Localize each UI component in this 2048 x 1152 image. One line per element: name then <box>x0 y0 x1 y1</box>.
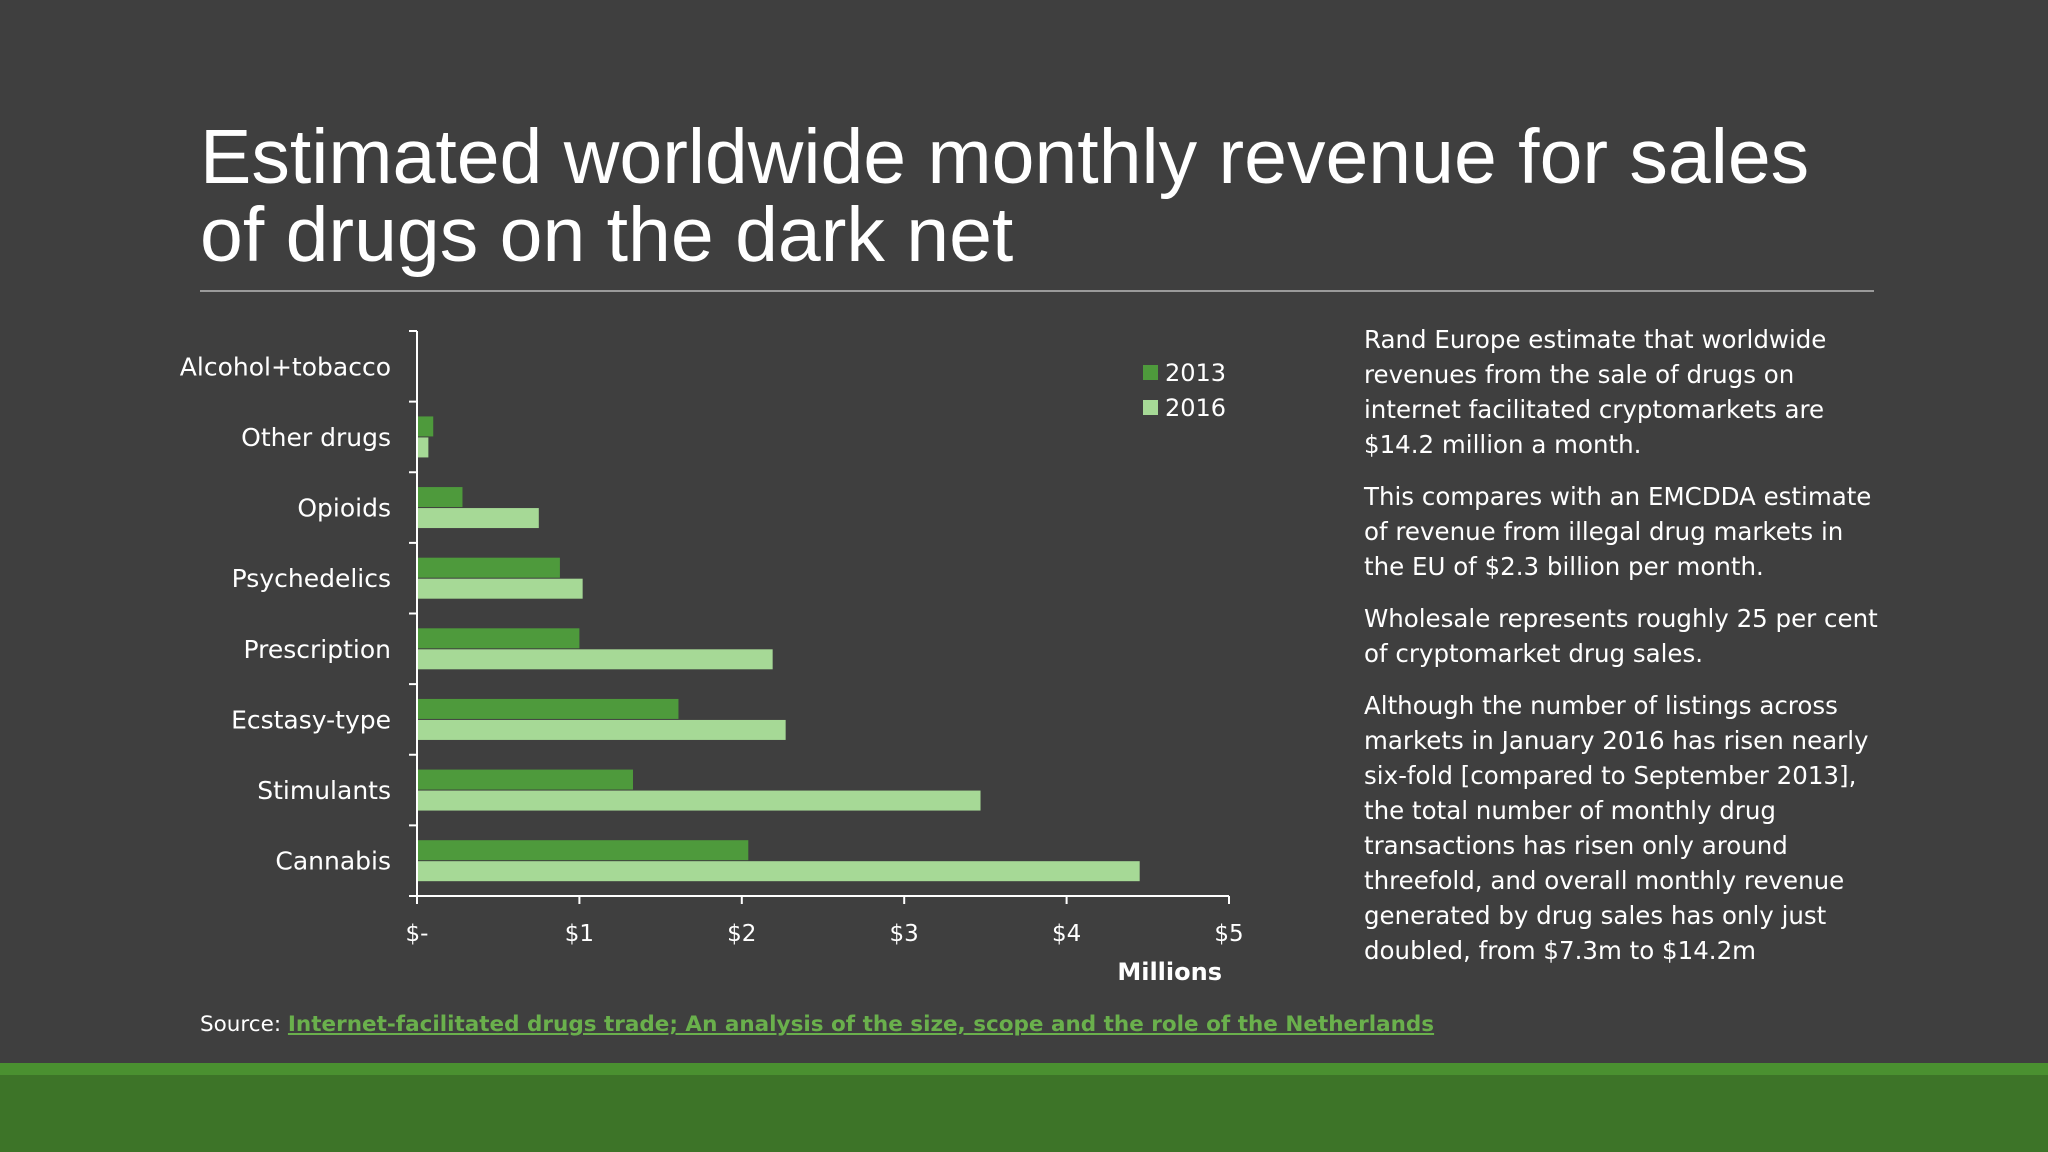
commentary-paragraph: Although the number of listings across m… <box>1364 691 1869 965</box>
chart-bars <box>417 416 1140 882</box>
bar-2016 <box>417 508 539 529</box>
chart-axes <box>409 330 1230 904</box>
slide-title: Estimated worldwide monthly revenue for … <box>200 114 1810 278</box>
bar-2016 <box>417 790 981 811</box>
source-link[interactable]: Internet-facilitated drugs trade; An ana… <box>287 1012 1435 1037</box>
bar-2013 <box>417 416 434 437</box>
legend-swatch-2016 <box>1143 400 1158 415</box>
chart-labels: Alcohol+tobacco Other drugs Opioids Psyched… <box>180 352 1244 986</box>
legend-swatch-2013 <box>1143 365 1158 380</box>
footer-band <box>0 1063 2048 1152</box>
bar-2016 <box>417 719 786 740</box>
commentary-paragraph: This compares with an EMCDDA estimate of… <box>1364 482 1872 581</box>
x-tick-label: $5 <box>1214 921 1243 947</box>
bar-2013 <box>417 487 463 508</box>
category-label: Psychedelics <box>232 564 391 593</box>
commentary-paragraph: Wholesale represents roughly 25 per cent… <box>1364 604 1878 668</box>
category-label: Prescription <box>244 635 392 664</box>
category-label: Cannabis <box>275 847 391 876</box>
bar-2013 <box>417 557 560 578</box>
x-tick-label: $2 <box>727 921 756 947</box>
commentary-panel: Rand Europe estimate that worldwide reve… <box>1364 322 1884 985</box>
x-tick-label: $1 <box>565 921 594 947</box>
category-label: Stimulants <box>257 776 391 805</box>
bar-2016 <box>417 437 429 458</box>
x-tick-label: $- <box>406 921 429 947</box>
bar-2013 <box>417 628 580 649</box>
category-label: Opioids <box>297 494 391 523</box>
bar-2016 <box>417 861 1140 882</box>
x-tick-label: $3 <box>890 921 919 947</box>
legend-label: 2013 <box>1165 359 1226 387</box>
x-axis-title: Millions <box>1117 958 1222 986</box>
bar-2013 <box>417 840 749 861</box>
bar-2016 <box>417 578 583 599</box>
bar-2013 <box>417 698 679 719</box>
source-citation: Source: Internet-facilitated drugs trade… <box>200 1012 1434 1037</box>
bar-chart: Alcohol+tobacco Other drugs Opioids Psyched… <box>180 330 1244 986</box>
x-tick-label: $4 <box>1052 921 1081 947</box>
commentary-paragraph: Rand Europe estimate that worldwide reve… <box>1364 325 1827 459</box>
title-divider <box>200 290 1874 292</box>
bar-2016 <box>417 649 773 670</box>
bar-2013 <box>417 769 633 790</box>
source-label: Source: <box>200 1012 288 1037</box>
category-label: Alcohol+tobacco <box>180 352 391 381</box>
category-label: Ecstasy-type <box>231 705 391 734</box>
chart-legend: 2013 2016 <box>1143 359 1226 422</box>
legend-label: 2016 <box>1165 394 1226 422</box>
category-label: Other drugs <box>241 423 391 452</box>
